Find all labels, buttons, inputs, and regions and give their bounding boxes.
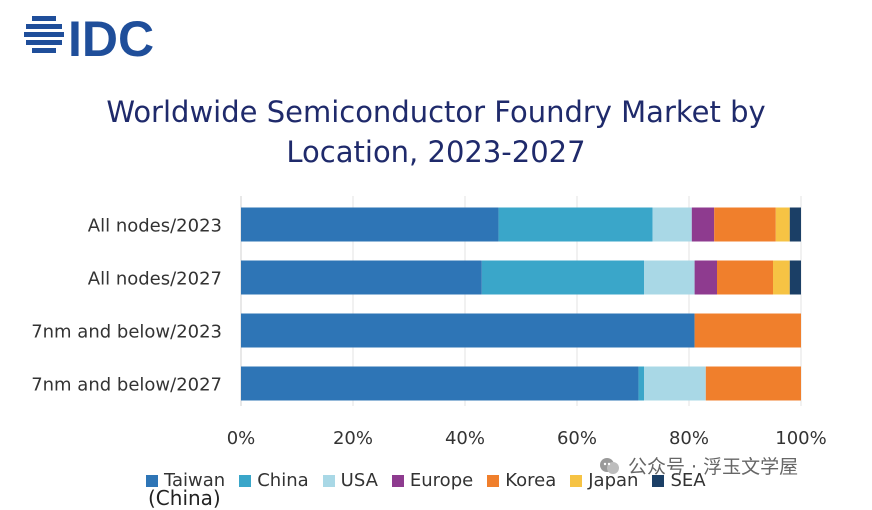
bar-segment-japan <box>773 260 790 295</box>
legend-item-japan: Japan <box>570 470 638 491</box>
x-tick-label: 40% <box>445 428 485 449</box>
bar-segment-taiwan <box>241 313 695 348</box>
chart-legend: Taiwan China USA Europe Korea Japan SEA <box>146 470 706 491</box>
bar-segment-usa <box>652 207 692 242</box>
bar-segment-europe <box>694 260 717 295</box>
bar-segment-sea <box>789 207 801 242</box>
bar-segment-sea <box>789 260 801 295</box>
watermark-text: 公众号 · 浮玉文学屋 <box>628 456 799 478</box>
bar-segment-china <box>638 366 645 401</box>
chart-title-line-2: Location, 2023-2027 <box>286 135 586 169</box>
legend-label: Japan <box>588 470 639 491</box>
category-label: All nodes/2027 <box>88 269 222 290</box>
legend-label: USA <box>340 470 378 491</box>
legend-label: Taiwan <box>164 470 226 491</box>
legend-swatch <box>391 474 404 487</box>
chart-title: Worldwide Semiconductor Foundry Market b… <box>0 92 872 172</box>
x-tick-label: 100% <box>775 428 826 449</box>
x-tick-label: 80% <box>669 428 709 449</box>
legend-swatch <box>570 474 583 487</box>
bar-segment-korea <box>694 313 801 348</box>
bar-segment-europe <box>691 207 715 242</box>
legend-item-europe: Europe <box>391 470 474 491</box>
idc-logo: IDC <box>24 12 154 64</box>
legend-swatch <box>322 474 335 487</box>
legend-label: China <box>257 470 309 491</box>
bar-segment-china <box>498 207 653 242</box>
bar-segment-taiwan <box>241 207 499 242</box>
bar-segment-korea <box>705 366 801 401</box>
legend-swatch <box>146 474 158 487</box>
chart-title-line-1: Worldwide Semiconductor Foundry Market b… <box>106 95 766 129</box>
logo-text: IDC <box>68 12 154 64</box>
globe-icon <box>24 16 64 53</box>
bar-segment-japan <box>775 207 790 242</box>
category-label: 7nm and below/2027 <box>31 375 222 396</box>
bar-segment-taiwan <box>241 260 482 295</box>
legend-swatch <box>239 474 252 487</box>
bar-segment-korea <box>717 260 773 295</box>
category-label: 7nm and below/2023 <box>31 322 222 343</box>
legend-item-korea: Korea <box>487 470 556 491</box>
legend-label: Korea <box>505 470 557 491</box>
x-tick-label: 0% <box>227 428 256 449</box>
x-tick-label: 20% <box>333 428 373 449</box>
bar-segment-usa <box>644 366 706 401</box>
watermark: 公众号 · 浮玉文学屋 <box>598 452 798 479</box>
bar-segment-taiwan <box>241 366 639 401</box>
legend-item-sea: SEA <box>652 470 706 491</box>
stacked-bar-chart: All nodes/2023 All nodes/2027 7nm and belo… <box>31 196 827 449</box>
legend-item-china: China <box>239 470 309 491</box>
bar-segment-korea <box>714 207 776 242</box>
legend-swatch <box>487 474 500 487</box>
legend-swatch <box>652 474 665 487</box>
legend-item-usa: USA <box>322 470 378 491</box>
bar-segment-china <box>481 260 645 295</box>
footer-fragment: (China) <box>148 486 221 510</box>
category-label: All nodes/2023 <box>88 216 222 237</box>
legend-label: Europe <box>409 470 474 491</box>
x-tick-label: 60% <box>557 428 597 449</box>
legend-label: SEA <box>670 470 706 491</box>
bar-segment-usa <box>644 260 695 295</box>
wechat-icon <box>600 457 619 474</box>
legend-item-taiwan: Taiwan <box>146 470 225 491</box>
